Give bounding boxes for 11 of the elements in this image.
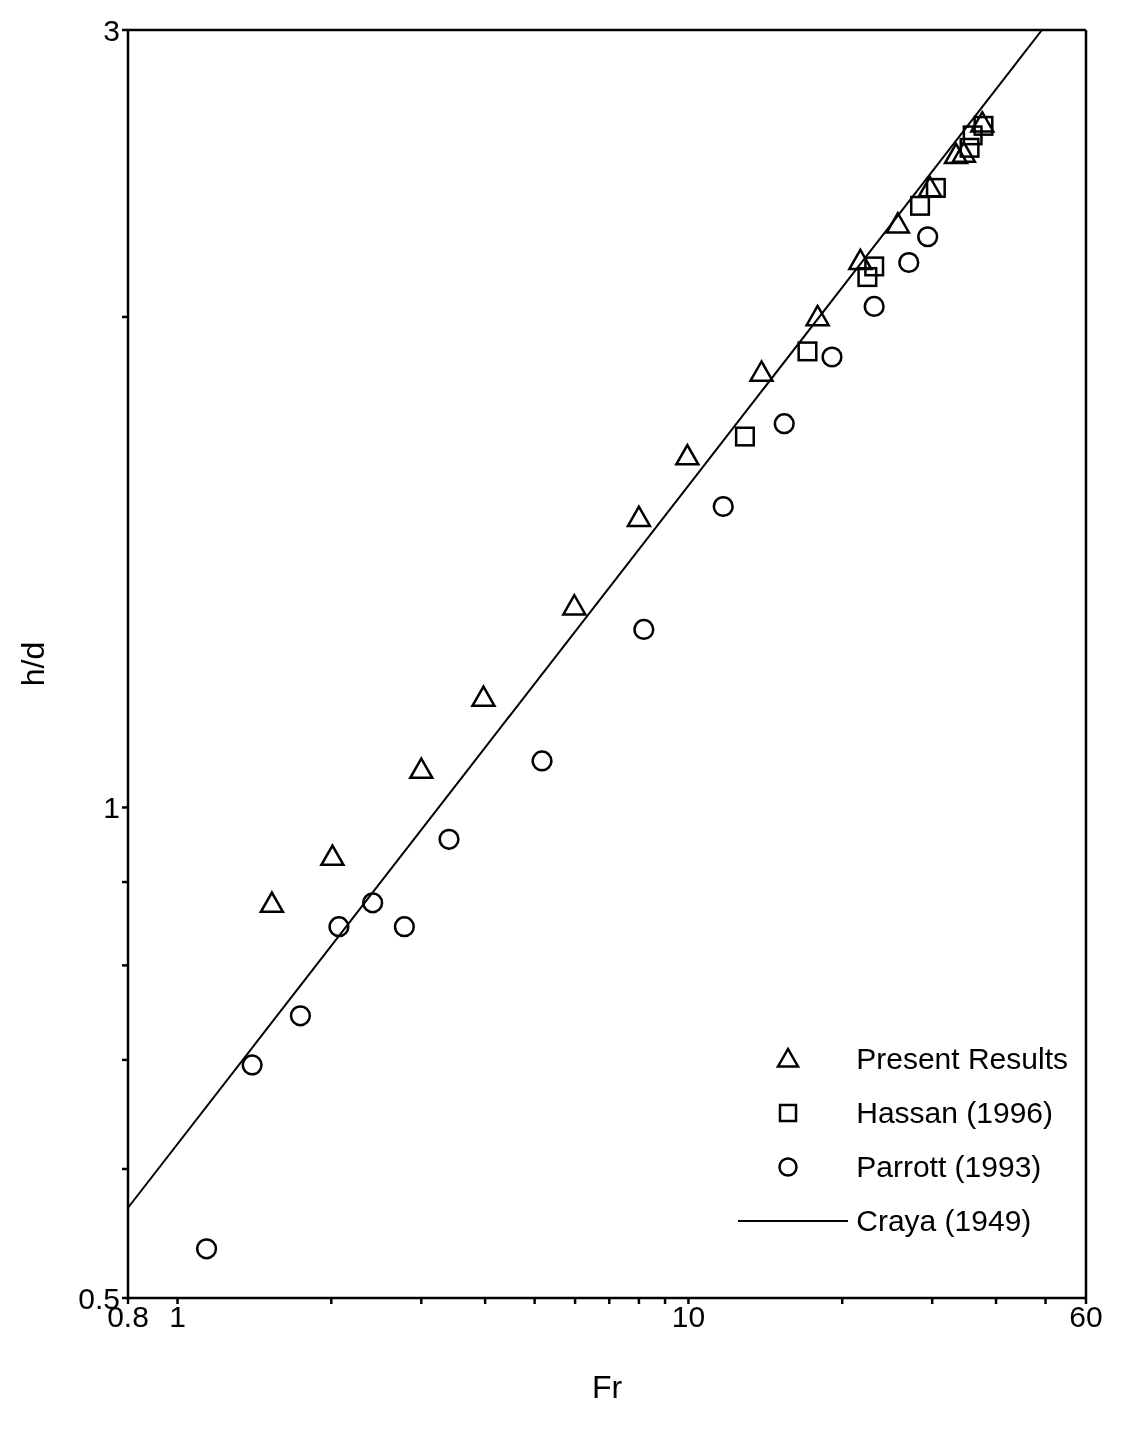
y-tick-label: 1 xyxy=(103,791,120,825)
y-tick-label: 3 xyxy=(103,13,120,47)
legend-label: Present Results xyxy=(856,1042,1068,1076)
y-axis-title: h/d xyxy=(15,641,52,687)
legend-label: Hassan (1996) xyxy=(856,1096,1054,1130)
x-tick-label: 60 xyxy=(1069,1300,1103,1334)
x-axis-title: Fr xyxy=(591,1369,623,1405)
x-tick-label: 1 xyxy=(169,1300,186,1334)
legend-label: Parrott (1993) xyxy=(856,1150,1042,1184)
x-tick-label: 10 xyxy=(671,1300,706,1334)
legend-label: Craya (1949) xyxy=(856,1204,1032,1238)
